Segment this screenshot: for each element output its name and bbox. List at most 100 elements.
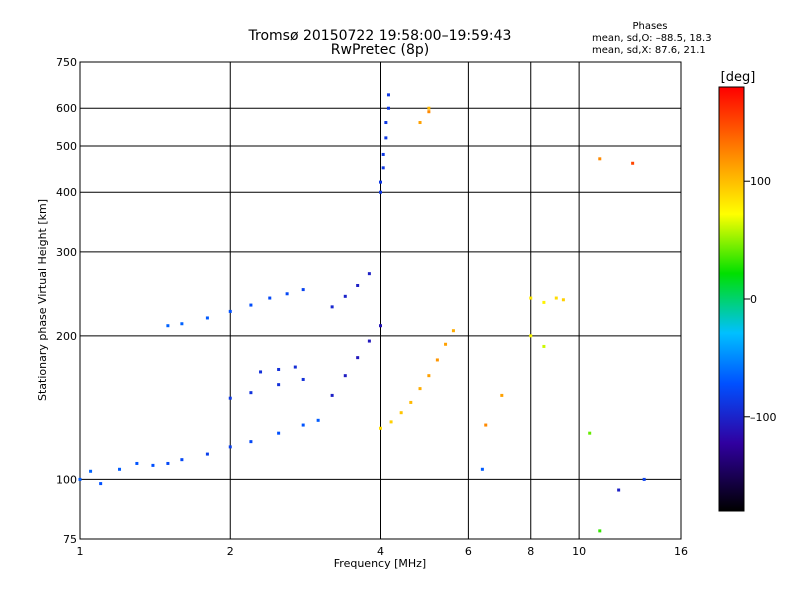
- x-tick-label: 10: [572, 545, 586, 558]
- data-point: [427, 110, 431, 114]
- x-tick-label: 8: [527, 545, 534, 558]
- data-point: [598, 529, 602, 533]
- x-axis-label: Frequency [MHz]: [334, 557, 426, 570]
- data-point: [367, 339, 371, 343]
- phases-x-stats: mean, sd,X: 87.6, 21.1: [592, 45, 706, 56]
- data-point: [386, 93, 390, 97]
- data-point: [118, 467, 122, 471]
- data-point: [180, 458, 184, 462]
- data-point: [277, 367, 281, 371]
- colorbar-unit: [deg]: [720, 70, 756, 85]
- data-point: [598, 157, 602, 161]
- data-point: [330, 305, 334, 309]
- data-point: [205, 452, 209, 456]
- data-point: [205, 316, 209, 320]
- y-axis-label: Stationary phase Virtual Height [km]: [36, 199, 49, 401]
- data-point: [484, 423, 488, 427]
- data-point: [228, 445, 232, 449]
- data-point: [500, 393, 504, 397]
- data-point: [642, 477, 646, 481]
- y-tick-label: 500: [56, 140, 77, 153]
- data-point: [588, 431, 592, 435]
- y-tick-label: 200: [56, 330, 77, 343]
- data-point: [249, 440, 253, 444]
- data-point: [409, 400, 413, 404]
- data-point: [399, 411, 403, 415]
- data-point: [151, 463, 155, 467]
- grid-lines: [80, 62, 681, 539]
- data-point: [529, 296, 533, 300]
- y-tick-label: 400: [56, 186, 77, 199]
- colorbar-tick-label: 0: [750, 293, 757, 306]
- data-point: [427, 374, 431, 378]
- data-point: [617, 488, 621, 492]
- data-point: [330, 393, 334, 397]
- data-point: [381, 152, 385, 156]
- x-tick-label: 1: [77, 545, 84, 558]
- data-point: [89, 469, 93, 473]
- data-point: [343, 374, 347, 378]
- phases-legend-title: Phases: [632, 21, 668, 32]
- data-point: [301, 288, 305, 292]
- data-point: [427, 106, 431, 110]
- data-point: [268, 296, 272, 300]
- y-tick-label: 600: [56, 102, 77, 115]
- data-point: [542, 300, 546, 304]
- data-point: [343, 294, 347, 298]
- data-point: [367, 272, 371, 276]
- data-point: [631, 161, 635, 165]
- colorbar-ticks: 100 0 –100: [744, 175, 777, 424]
- phases-o-stats: mean, sd,O: –88.5, 18.3: [592, 33, 712, 44]
- data-point: [316, 418, 320, 422]
- data-point: [384, 121, 388, 125]
- data-point: [418, 121, 422, 125]
- data-point: [180, 322, 184, 326]
- data-point: [78, 477, 82, 481]
- data-point: [444, 342, 448, 346]
- y-tick-label: 75: [63, 533, 77, 546]
- data-point: [293, 365, 297, 369]
- data-point: [301, 377, 305, 381]
- data-point: [277, 383, 281, 387]
- x-tick-label: 6: [465, 545, 472, 558]
- data-point: [418, 387, 422, 391]
- data-points: [78, 93, 646, 533]
- data-point: [529, 334, 533, 338]
- y-tick-label: 300: [56, 246, 77, 259]
- data-point: [166, 324, 170, 328]
- data-point: [166, 461, 170, 465]
- data-point: [451, 329, 455, 333]
- data-point: [386, 106, 390, 110]
- data-point: [561, 298, 565, 302]
- data-point: [389, 420, 393, 424]
- data-point: [554, 296, 558, 300]
- data-point: [379, 180, 382, 184]
- data-point: [259, 370, 263, 374]
- data-point: [277, 431, 281, 435]
- colorbar: [718, 86, 745, 512]
- data-point: [301, 423, 305, 427]
- data-point: [435, 358, 439, 362]
- y-tick-label: 100: [56, 473, 77, 486]
- data-point: [249, 391, 253, 395]
- data-point: [542, 344, 546, 348]
- data-point: [249, 303, 253, 307]
- data-point: [480, 467, 484, 471]
- data-point: [356, 283, 360, 287]
- x-tick-label: 16: [674, 545, 688, 558]
- data-point: [379, 324, 382, 328]
- chart-title: Tromsø 20150722 19:58:00–19:59:43: [248, 28, 512, 44]
- data-point: [285, 292, 289, 296]
- chart-subtitle: RwPretec (8p): [330, 42, 430, 58]
- data-point: [379, 426, 382, 430]
- x-tick-label: 2: [227, 545, 234, 558]
- colorbar-tick-label: –100: [750, 411, 777, 424]
- data-point: [379, 190, 382, 194]
- data-point: [228, 309, 232, 313]
- data-point: [228, 396, 232, 400]
- data-point: [384, 136, 388, 140]
- data-point: [99, 482, 103, 486]
- axis-ticks: 1 2 4 6 8 10 16 75 100 200 300 400 500 600 750: [56, 56, 688, 558]
- y-tick-label: 750: [56, 56, 77, 69]
